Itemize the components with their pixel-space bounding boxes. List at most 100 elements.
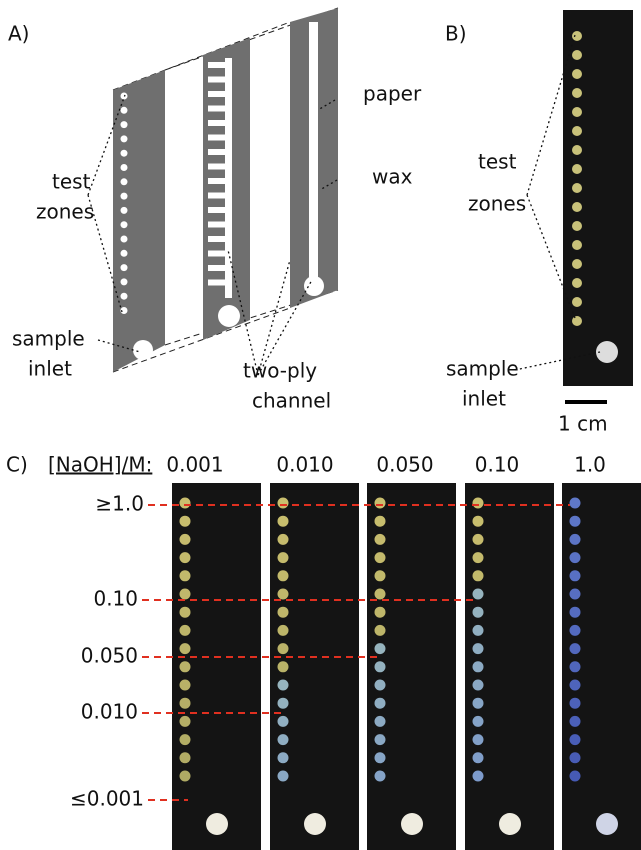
zone: [572, 50, 582, 60]
test-zone: [180, 625, 191, 636]
hole: [121, 264, 128, 271]
comb-tooth: [208, 77, 228, 83]
test-zone: [278, 680, 289, 691]
test-zone: [473, 570, 484, 581]
test-zone: [375, 643, 386, 654]
hole: [121, 150, 128, 157]
level-label: 0.050: [81, 644, 138, 668]
test-zone: [473, 607, 484, 618]
test-zone: [278, 589, 289, 600]
annotation: inlet: [462, 387, 506, 411]
zone: [572, 31, 582, 41]
test-zone: [570, 498, 581, 509]
test-zone: [278, 625, 289, 636]
zone: [572, 221, 582, 231]
zone: [572, 164, 582, 174]
annotation: two-ply: [243, 359, 317, 383]
comb-tooth: [208, 149, 228, 155]
test-zone: [473, 643, 484, 654]
hole: [121, 236, 128, 243]
annotation: paper: [363, 82, 422, 106]
test-zone: [180, 680, 191, 691]
comb-tooth: [208, 193, 228, 199]
panel-label: C): [6, 453, 28, 477]
test-zone: [570, 734, 581, 745]
sample-spot: [596, 813, 618, 835]
comb-tooth: [208, 236, 228, 242]
annotation: test: [52, 170, 91, 194]
hole: [121, 193, 128, 200]
test-zone: [570, 643, 581, 654]
test-zone: [570, 771, 581, 782]
test-zone: [278, 498, 289, 509]
test-zone: [180, 552, 191, 563]
test-zone: [375, 534, 386, 545]
annotation: zones: [36, 200, 94, 224]
comb-tooth: [208, 91, 228, 97]
column-label: 0.001: [166, 453, 223, 477]
sample-hole: [133, 340, 153, 360]
column-label: 0.050: [376, 453, 433, 477]
column-label: 0.10: [475, 453, 520, 477]
test-zone: [278, 752, 289, 763]
test-zone: [180, 607, 191, 618]
test-zone: [375, 716, 386, 727]
test-zone: [180, 661, 191, 672]
test-zone: [180, 771, 191, 782]
test-zone: [570, 625, 581, 636]
sample-spot: [304, 813, 326, 835]
test-zone: [473, 534, 484, 545]
comb-tooth: [208, 207, 228, 213]
zone: [572, 316, 582, 326]
annotation: sample: [446, 357, 519, 381]
test-zone: [278, 734, 289, 745]
annotation: test: [478, 150, 517, 174]
test-zone: [375, 661, 386, 672]
test-zone: [473, 661, 484, 672]
test-zone: [570, 570, 581, 581]
device-photo: [563, 10, 633, 386]
zone: [572, 297, 582, 307]
test-zone: [375, 680, 386, 691]
hole: [121, 293, 128, 300]
test-zone: [278, 534, 289, 545]
test-zone: [570, 534, 581, 545]
test-zone: [473, 734, 484, 745]
zone: [572, 88, 582, 98]
test-zone: [278, 643, 289, 654]
test-zone: [375, 734, 386, 745]
test-zone: [278, 716, 289, 727]
hole: [121, 207, 128, 214]
test-zone: [180, 498, 191, 509]
comb-tooth: [208, 106, 228, 112]
test-zone: [180, 589, 191, 600]
test-zone: [375, 771, 386, 782]
test-zone: [180, 716, 191, 727]
test-zone: [473, 625, 484, 636]
test-zone: [570, 661, 581, 672]
zone: [572, 145, 582, 155]
test-zone: [278, 552, 289, 563]
zone: [572, 259, 582, 269]
hole: [121, 178, 128, 185]
sample-spot: [499, 813, 521, 835]
column-label: 1.0: [574, 453, 606, 477]
annotation: sample: [12, 327, 85, 351]
test-zone: [180, 698, 191, 709]
zone: [572, 240, 582, 250]
test-zone: [473, 498, 484, 509]
hole: [121, 221, 128, 228]
test-zone: [570, 552, 581, 563]
test-zone: [180, 516, 191, 527]
test-zone: [375, 498, 386, 509]
test-plate: [113, 70, 165, 372]
panel-a-drawing: [88, 8, 338, 375]
test-zone: [473, 752, 484, 763]
test-zone: [278, 516, 289, 527]
sample-spot: [206, 813, 228, 835]
level-label: ≥1.0: [95, 492, 144, 516]
test-zone: [278, 661, 289, 672]
zone: [572, 107, 582, 117]
test-zone: [375, 752, 386, 763]
